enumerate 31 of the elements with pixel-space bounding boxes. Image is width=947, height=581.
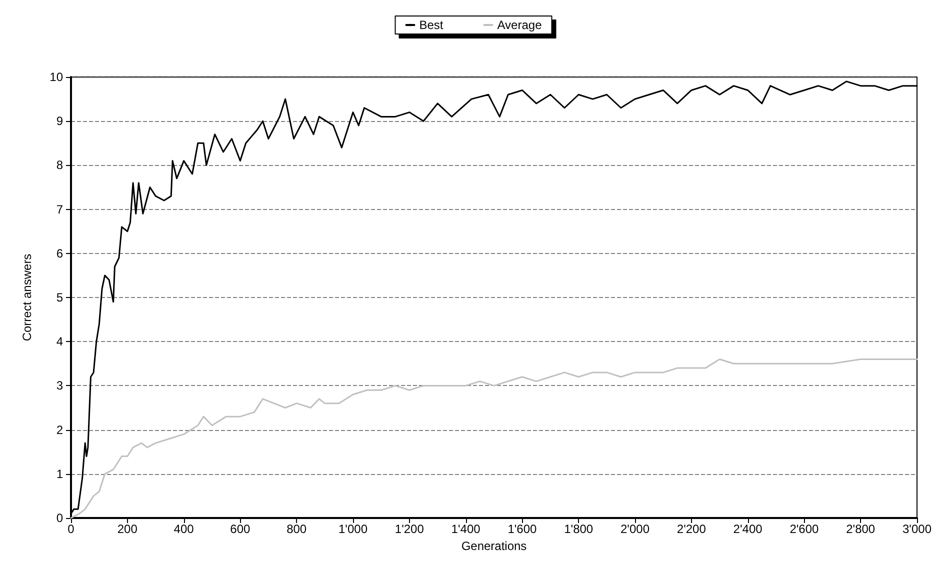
x-tick-label: 2'000 xyxy=(620,522,650,536)
x-tick-label: 2'600 xyxy=(790,522,820,536)
x-tick-label: 1'400 xyxy=(451,522,481,536)
y-tick-label: 10 xyxy=(50,70,64,84)
x-tick-label: 1'600 xyxy=(508,522,538,536)
x-tick-label: 1'800 xyxy=(564,522,594,536)
y-tick-label: 9 xyxy=(56,114,64,128)
y-axis-title: Correct answers xyxy=(20,254,34,342)
y-tick-label: 3 xyxy=(56,378,64,393)
x-tick-label: 800 xyxy=(286,522,307,536)
x-tick-label: 2'200 xyxy=(676,522,706,536)
legend-label: Best xyxy=(419,18,444,32)
x-tick-label: 3'000 xyxy=(902,522,932,536)
x-tick-label: 1'200 xyxy=(394,522,424,536)
x-tick-label: 2'800 xyxy=(846,522,876,536)
y-tick-label: 2 xyxy=(56,422,64,437)
legend-label: Average xyxy=(497,18,542,32)
x-tick-label: 200 xyxy=(117,522,138,536)
x-tick-label: 1'000 xyxy=(338,522,368,536)
y-tick-label: 4 xyxy=(56,334,64,349)
y-tick-label: 8 xyxy=(56,158,64,172)
x-tick-label: 0 xyxy=(68,522,75,536)
x-tick-label: 600 xyxy=(230,522,251,536)
x-tick-label: 400 xyxy=(174,522,194,536)
x-axis-title: Generations xyxy=(461,539,527,553)
y-tick-label: 1 xyxy=(56,466,64,481)
y-tick-label: 0 xyxy=(56,511,64,525)
y-tick-label: 7 xyxy=(56,202,64,216)
x-tick-label: 2'400 xyxy=(733,522,763,536)
y-tick-label: 6 xyxy=(56,246,64,260)
y-tick-label: 5 xyxy=(56,290,64,304)
